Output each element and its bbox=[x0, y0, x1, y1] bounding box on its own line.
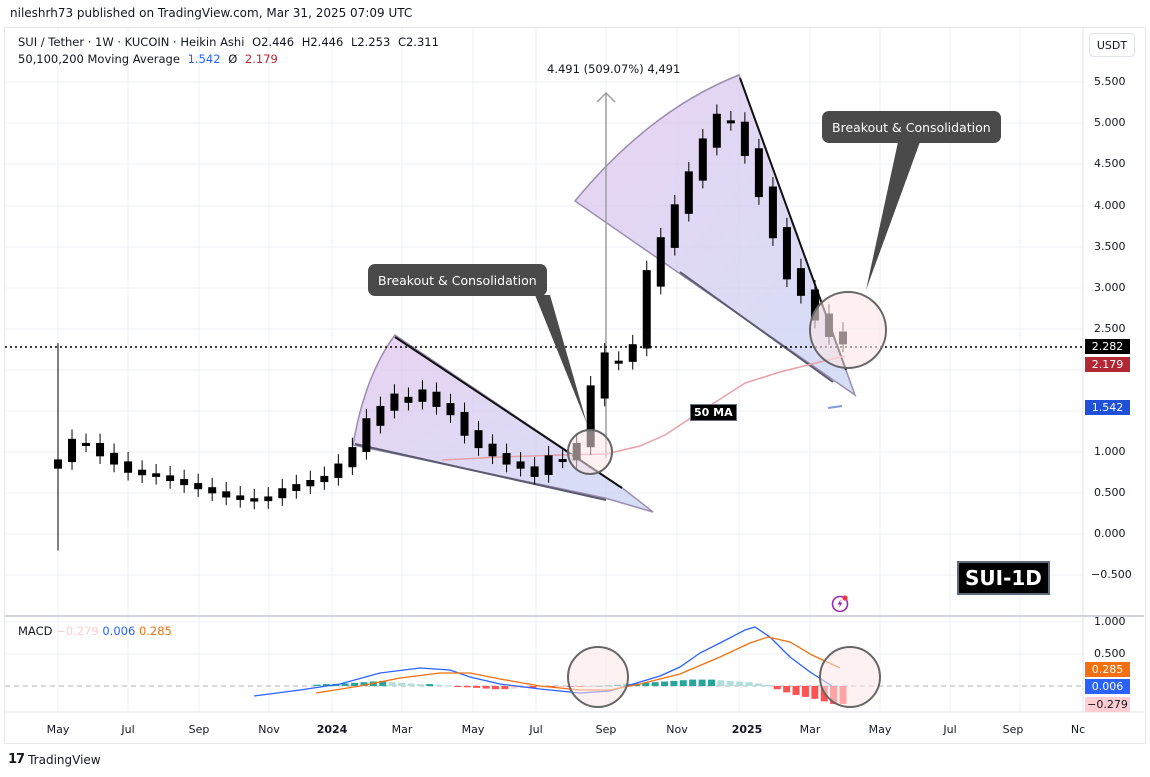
macd-label: MACD bbox=[18, 624, 53, 638]
time-tick: Jul bbox=[121, 723, 135, 736]
time-tick: May bbox=[461, 723, 485, 736]
symbol-title: SUI / Tether · 1W · KUCOIN · Heikin Ashi bbox=[18, 35, 245, 49]
sui-1d-tag: SUI-1D bbox=[957, 561, 1050, 595]
price-tick: 2.500 bbox=[1094, 322, 1126, 335]
price-tick: 3.500 bbox=[1094, 240, 1126, 253]
ohlc-high: H2.446 bbox=[301, 35, 344, 49]
time-tick: Mar bbox=[799, 723, 821, 736]
breakout-circle-left[interactable] bbox=[567, 429, 613, 475]
macd-tick: 1.000 bbox=[1094, 615, 1126, 628]
time-tick: Mar bbox=[391, 723, 413, 736]
ohlc-close: C2.311 bbox=[397, 35, 439, 49]
hist-tag: −0.279 bbox=[1085, 697, 1130, 712]
chart-legend[interactable]: SUI / Tether · 1W · KUCOIN · Heikin Ashi… bbox=[18, 34, 443, 68]
time-tick: 2024 bbox=[316, 723, 348, 736]
macd-value: 0.006 bbox=[102, 624, 136, 638]
macd-legend[interactable]: MACD −0.279 0.006 0.285 bbox=[18, 624, 172, 638]
time-tick: Jul bbox=[943, 723, 957, 736]
time-tick: Nc bbox=[1070, 723, 1086, 736]
chart-frame bbox=[4, 27, 1146, 744]
brand-name: TradingView bbox=[28, 752, 101, 767]
currency-button[interactable]: USDT bbox=[1089, 33, 1135, 57]
ma-50-tag: 50 MA bbox=[690, 404, 737, 421]
tradingview-logo-icon: 17 bbox=[8, 752, 25, 767]
signal-tag: 0.285 bbox=[1085, 662, 1130, 677]
footer[interactable]: 17 TradingView bbox=[8, 752, 101, 767]
time-tick: Sep bbox=[1002, 723, 1024, 736]
time-tick: Sep bbox=[188, 723, 210, 736]
price-tick: 1.000 bbox=[1094, 445, 1126, 458]
ohlc-open: O2.446 bbox=[252, 35, 295, 49]
time-tick: Nov bbox=[666, 723, 688, 736]
measure-arrow[interactable] bbox=[596, 91, 616, 458]
price-tick: 0.500 bbox=[1094, 486, 1126, 499]
time-tick: Jul bbox=[529, 723, 543, 736]
macd-hist-value: −0.279 bbox=[56, 624, 99, 638]
macd-tag: 0.006 bbox=[1085, 679, 1130, 694]
last-price-tag: 2.282 bbox=[1085, 339, 1130, 354]
macd-signal-value: 0.285 bbox=[138, 624, 172, 638]
ma-label: 50,100,200 Moving Average bbox=[18, 52, 180, 66]
symbol-row: SUI / Tether · 1W · KUCOIN · Heikin Ashi… bbox=[18, 34, 443, 51]
price-tick: 0.000 bbox=[1094, 527, 1126, 540]
ma-hidden-icon: Ø bbox=[228, 52, 238, 66]
callout-left[interactable]: Breakout & Consolidation bbox=[368, 264, 547, 296]
price-tick: 5.500 bbox=[1094, 75, 1126, 88]
time-tick: May bbox=[868, 723, 892, 736]
time-tick: Nov bbox=[258, 723, 280, 736]
breakout-circle-right[interactable] bbox=[809, 291, 887, 369]
ma-value-blue: 1.542 bbox=[187, 52, 221, 66]
price-tick: −0.500 bbox=[1091, 568, 1132, 581]
ohlc-low: L2.253 bbox=[350, 35, 391, 49]
ma-red-tag: 2.179 bbox=[1085, 357, 1130, 372]
macd-circle-left[interactable] bbox=[567, 646, 629, 708]
ma-blue-tag: 1.542 bbox=[1085, 400, 1130, 415]
macd-circle-right[interactable] bbox=[819, 646, 881, 708]
price-tick: 5.000 bbox=[1094, 116, 1126, 129]
measure-label: 4.491 (509.07%) 4,491 bbox=[547, 62, 681, 76]
callout-right[interactable]: Breakout & Consolidation bbox=[822, 111, 1001, 143]
time-tick: May bbox=[46, 723, 70, 736]
price-tick: 4.500 bbox=[1094, 157, 1126, 170]
ma-row: 50,100,200 Moving Average 1.542 Ø 2.179 bbox=[18, 51, 443, 68]
callout-right-tail bbox=[866, 142, 920, 290]
publish-info: nileshrh73 published on TradingView.com,… bbox=[10, 6, 413, 20]
lightning-icon[interactable] bbox=[831, 594, 849, 612]
time-tick: 2025 bbox=[731, 723, 763, 736]
time-tick: Sep bbox=[595, 723, 617, 736]
ma-value-red: 2.179 bbox=[244, 52, 278, 66]
price-tick: 3.000 bbox=[1094, 281, 1126, 294]
macd-tick: 0.500 bbox=[1094, 647, 1126, 660]
callout-left-tail bbox=[535, 295, 587, 424]
price-tick: 4.000 bbox=[1094, 199, 1126, 212]
ma-50-line bbox=[441, 355, 846, 461]
